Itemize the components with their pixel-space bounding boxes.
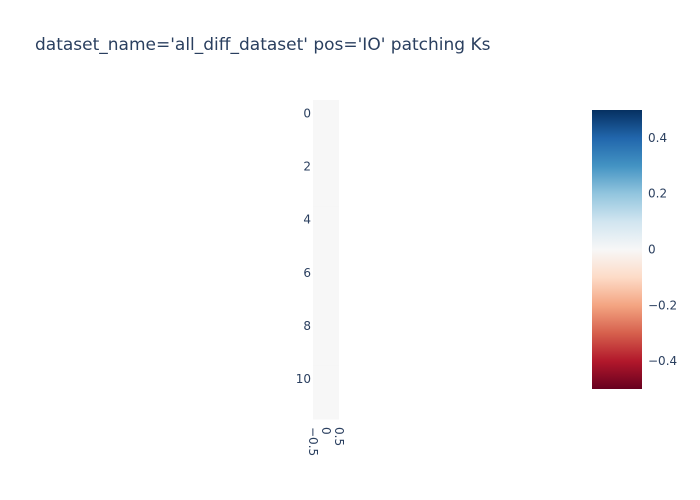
x-tick-label: 0.5 bbox=[332, 427, 346, 446]
colorbar-tick-label: −0.2 bbox=[648, 298, 677, 312]
colorbar-tick-label: 0.2 bbox=[648, 187, 667, 201]
heatmap-cells bbox=[313, 100, 339, 420]
x-tick-label: 0 bbox=[319, 427, 333, 435]
y-tick-label: 4 bbox=[303, 213, 311, 227]
heatmap-cell bbox=[313, 153, 339, 181]
heatmap-cell bbox=[313, 312, 339, 340]
x-tick-label: −0.5 bbox=[306, 427, 320, 456]
colorbar-ticks: 0.4 0.2 0 −0.2 −0.4 bbox=[648, 131, 677, 368]
y-tick-label: 6 bbox=[303, 266, 311, 280]
heatmap-cell bbox=[313, 286, 339, 314]
heatmap-cell bbox=[313, 179, 339, 207]
heatmap-cell bbox=[313, 392, 339, 420]
heatmap-cell bbox=[313, 126, 339, 154]
colorbar: 0.4 0.2 0 −0.2 −0.4 bbox=[592, 110, 677, 389]
colorbar-tick-label: −0.4 bbox=[648, 354, 677, 368]
heatmap-cell bbox=[313, 259, 339, 287]
y-tick-label: 10 bbox=[296, 372, 311, 386]
colorbar-gradient bbox=[592, 110, 642, 389]
y-axis-ticks: 0 2 4 6 8 10 bbox=[296, 106, 311, 386]
heatmap-cell bbox=[313, 365, 339, 393]
y-tick-label: 8 bbox=[303, 319, 311, 333]
heatmap-cell bbox=[313, 232, 339, 260]
x-axis-ticks: −0.5 0 0.5 bbox=[306, 427, 346, 456]
colorbar-tick-label: 0.4 bbox=[648, 131, 667, 145]
y-tick-label: 0 bbox=[303, 106, 311, 120]
chart-title: dataset_name='all_diff_dataset' pos='IO'… bbox=[35, 35, 491, 55]
heatmap-cell bbox=[313, 339, 339, 367]
colorbar-tick-label: 0 bbox=[648, 243, 656, 257]
heatmap-cell bbox=[313, 206, 339, 234]
heatmap-cell bbox=[313, 100, 339, 128]
y-tick-label: 2 bbox=[303, 159, 311, 173]
